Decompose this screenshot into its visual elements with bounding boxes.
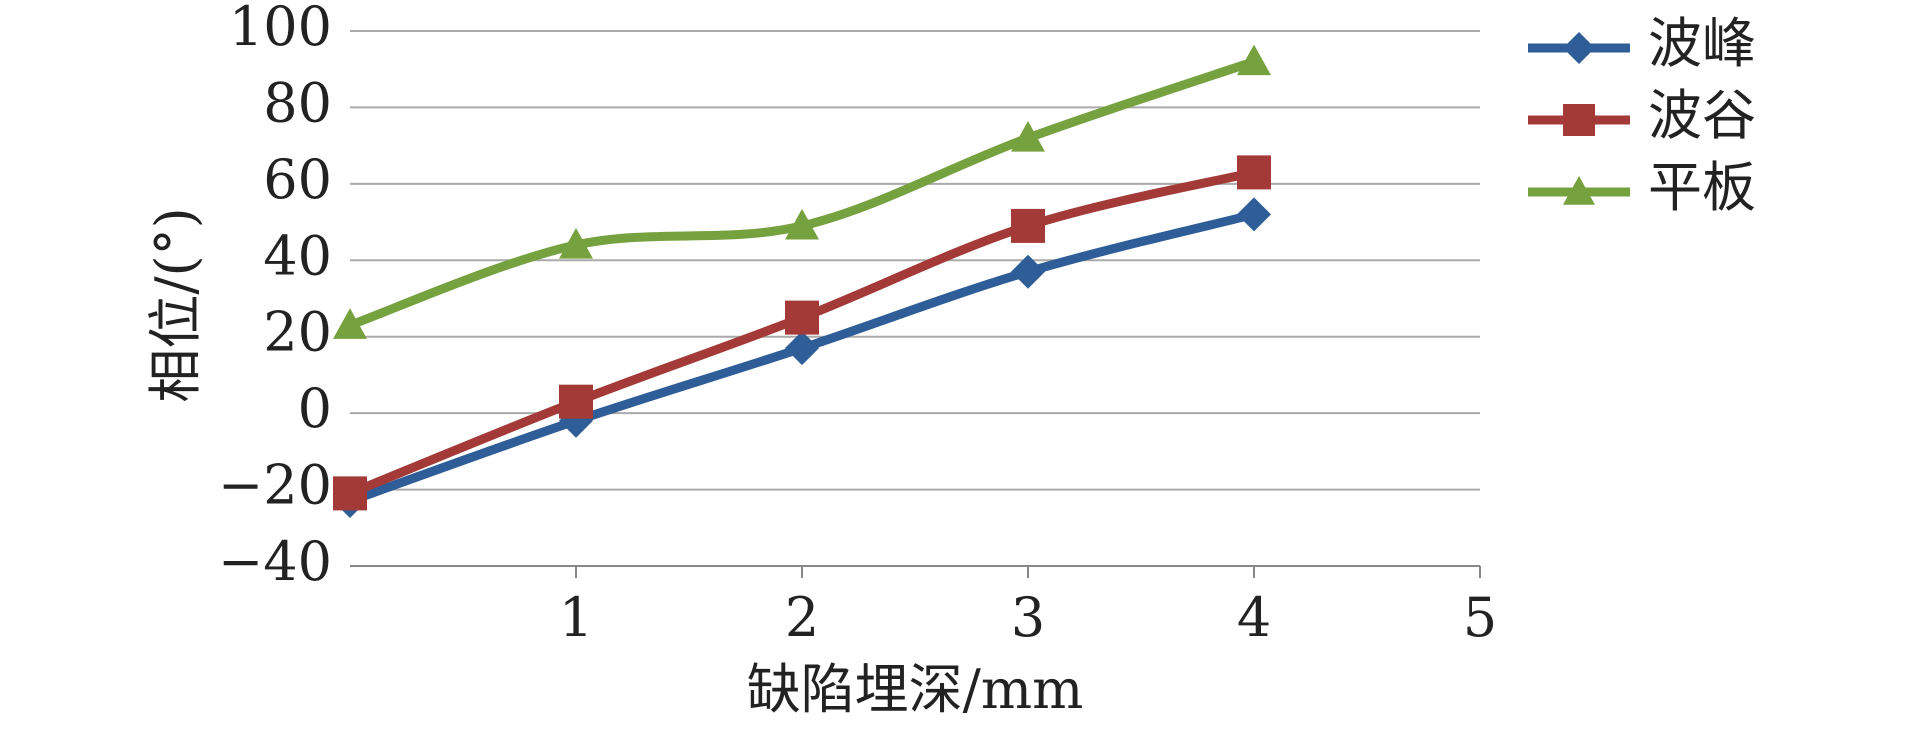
- legend-label: 波谷: [1648, 84, 1756, 147]
- y-tick-label: 100: [229, 0, 332, 58]
- y-tick-label: −40: [218, 530, 332, 593]
- marker: [1011, 121, 1045, 152]
- y-tick-label: −20: [218, 454, 332, 517]
- y-tick-label: 20: [263, 301, 332, 364]
- x-tick-label: 5: [1463, 586, 1497, 649]
- x-tick-label: 1: [559, 586, 593, 649]
- x-tick-label: 2: [785, 586, 819, 649]
- marker: [1011, 254, 1045, 289]
- marker: [785, 300, 819, 335]
- x-axis-label: 缺陷埋深/mm: [747, 658, 1084, 721]
- marker: [1563, 176, 1595, 205]
- marker: [559, 384, 593, 419]
- x-tick-label: 4: [1237, 586, 1271, 649]
- marker: [333, 308, 367, 339]
- marker: [1237, 197, 1271, 232]
- legend-label: 平板: [1648, 156, 1756, 219]
- marker: [1563, 104, 1595, 136]
- x-tick-label: 3: [1011, 586, 1045, 649]
- y-tick-label: 40: [263, 224, 332, 287]
- y-tick-label: 60: [263, 148, 332, 211]
- legend-label: 波峰: [1648, 12, 1756, 75]
- line: [348, 57, 1256, 330]
- marker: [559, 228, 593, 259]
- y-tick-label: 0: [298, 377, 332, 440]
- marker: [333, 476, 367, 511]
- marker: [785, 208, 819, 240]
- marker: [1237, 44, 1271, 76]
- marker: [1011, 208, 1045, 243]
- marker: [1563, 32, 1595, 64]
- marker: [785, 331, 819, 366]
- y-axis-label: 相位/(°): [144, 207, 207, 402]
- y-tick-label: 80: [263, 71, 332, 134]
- marker: [1237, 155, 1271, 190]
